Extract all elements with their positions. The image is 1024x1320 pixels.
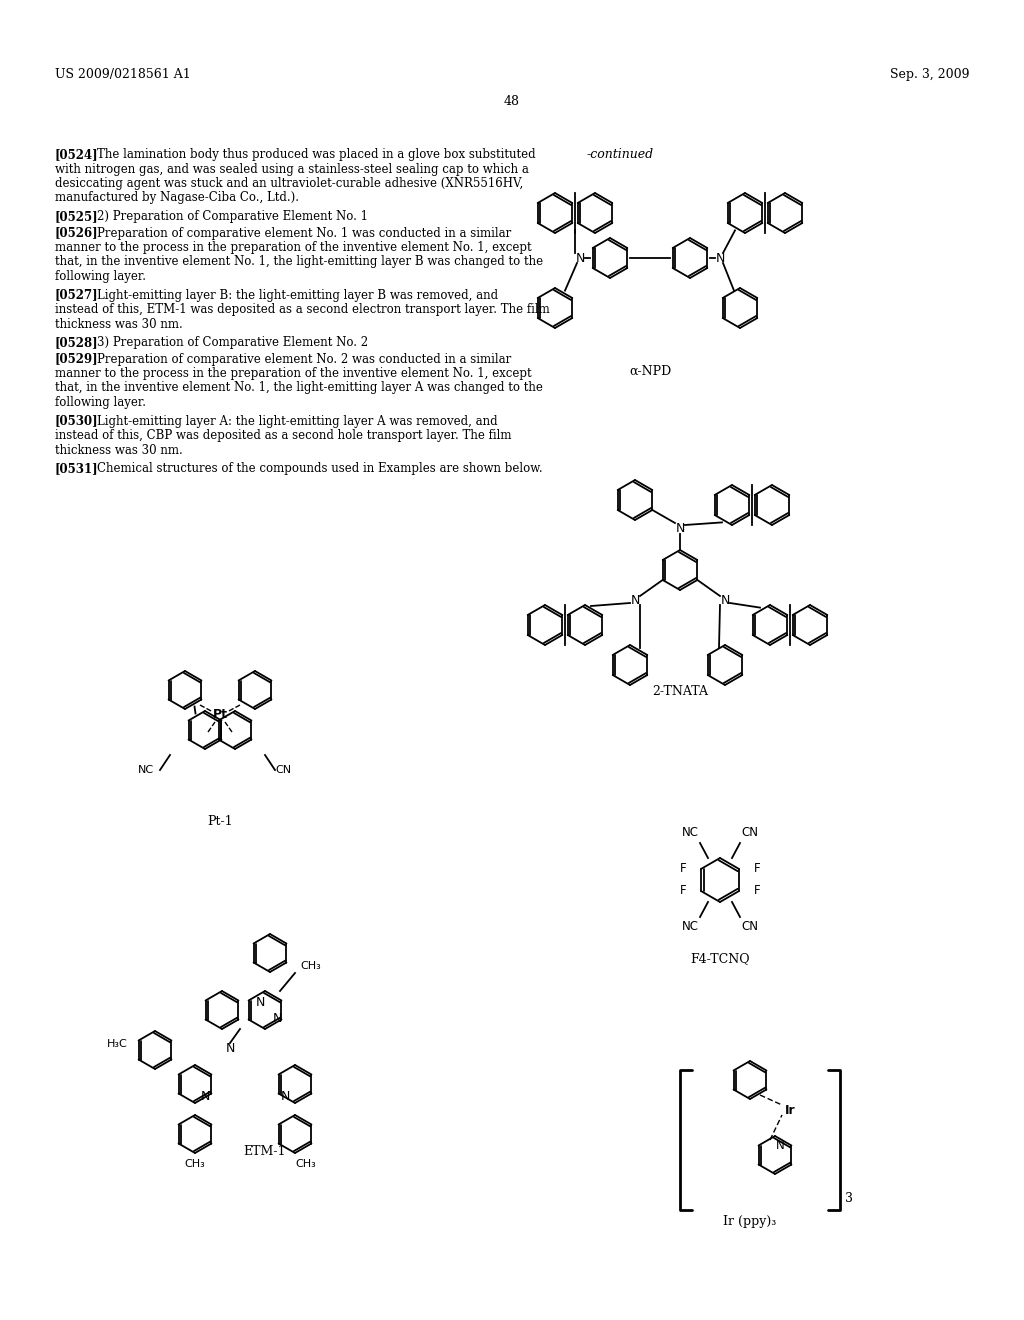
Text: N: N bbox=[272, 1011, 282, 1024]
Text: 2) Preparation of Comparative Element No. 1: 2) Preparation of Comparative Element No… bbox=[96, 210, 368, 223]
Text: with nitrogen gas, and was sealed using a stainless-steel sealing cap to which a: with nitrogen gas, and was sealed using … bbox=[55, 162, 528, 176]
Text: The lamination body thus produced was placed in a glove box substituted: The lamination body thus produced was pl… bbox=[96, 148, 536, 161]
Text: Ir: Ir bbox=[784, 1104, 796, 1117]
Text: F4-TCNQ: F4-TCNQ bbox=[690, 952, 750, 965]
Text: Preparation of comparative element No. 2 was conducted in a similar: Preparation of comparative element No. 2… bbox=[96, 352, 511, 366]
Text: that, in the inventive element No. 1, the light-emitting layer B was changed to : that, in the inventive element No. 1, th… bbox=[55, 256, 543, 268]
Text: CH₃: CH₃ bbox=[300, 961, 321, 972]
Text: Chemical structures of the compounds used in Examples are shown below.: Chemical structures of the compounds use… bbox=[96, 462, 542, 475]
Text: [0528]: [0528] bbox=[55, 337, 98, 348]
Text: ETM-1: ETM-1 bbox=[244, 1144, 287, 1158]
Text: NC: NC bbox=[682, 920, 698, 933]
Text: N: N bbox=[631, 594, 640, 606]
Text: CH₃: CH₃ bbox=[184, 1159, 206, 1170]
Text: thickness was 30 nm.: thickness was 30 nm. bbox=[55, 444, 182, 457]
Text: N: N bbox=[776, 1139, 785, 1152]
Text: Light-emitting layer A: the light-emitting layer A was removed, and: Light-emitting layer A: the light-emitti… bbox=[96, 414, 497, 428]
Text: that, in the inventive element No. 1, the light-emitting layer A was changed to : that, in the inventive element No. 1, th… bbox=[55, 381, 543, 395]
Text: N: N bbox=[281, 1090, 290, 1104]
Text: thickness was 30 nm.: thickness was 30 nm. bbox=[55, 318, 182, 330]
Text: [0530]: [0530] bbox=[55, 414, 98, 428]
Text: Light-emitting layer B: the light-emitting layer B was removed, and: Light-emitting layer B: the light-emitti… bbox=[96, 289, 498, 301]
Text: Sep. 3, 2009: Sep. 3, 2009 bbox=[890, 69, 969, 81]
Text: 2-TNATA: 2-TNATA bbox=[652, 685, 708, 698]
Text: instead of this, CBP was deposited as a second hole transport layer. The film: instead of this, CBP was deposited as a … bbox=[55, 429, 512, 442]
Text: instead of this, ETM-1 was deposited as a second electron transport layer. The f: instead of this, ETM-1 was deposited as … bbox=[55, 304, 550, 315]
Text: Ir (ppy)₃: Ir (ppy)₃ bbox=[723, 1214, 776, 1228]
Text: manner to the process in the preparation of the inventive element No. 1, except: manner to the process in the preparation… bbox=[55, 242, 531, 253]
Text: following layer.: following layer. bbox=[55, 396, 146, 409]
Text: N: N bbox=[201, 1090, 210, 1104]
Text: 48: 48 bbox=[504, 95, 520, 108]
Text: [0526]: [0526] bbox=[55, 227, 98, 239]
Text: Preparation of comparative element No. 1 was conducted in a similar: Preparation of comparative element No. 1… bbox=[96, 227, 511, 239]
Text: Pt-1: Pt-1 bbox=[207, 814, 232, 828]
Text: manner to the process in the preparation of the inventive element No. 1, except: manner to the process in the preparation… bbox=[55, 367, 531, 380]
Text: following layer.: following layer. bbox=[55, 271, 146, 282]
Text: α-NPD: α-NPD bbox=[629, 366, 671, 378]
Text: [0531]: [0531] bbox=[55, 462, 98, 475]
Text: F: F bbox=[680, 862, 686, 875]
Text: Pt: Pt bbox=[213, 709, 227, 722]
Text: CH₃: CH₃ bbox=[295, 1159, 315, 1170]
Text: N: N bbox=[255, 995, 264, 1008]
Text: -continued: -continued bbox=[587, 148, 653, 161]
Text: N: N bbox=[675, 521, 685, 535]
Text: N: N bbox=[720, 594, 730, 606]
Text: NC: NC bbox=[138, 766, 155, 775]
Text: [0529]: [0529] bbox=[55, 352, 98, 366]
Text: F: F bbox=[680, 884, 686, 898]
Text: CN: CN bbox=[741, 920, 759, 933]
Text: CN: CN bbox=[741, 826, 759, 840]
Text: [0527]: [0527] bbox=[55, 289, 98, 301]
Text: F: F bbox=[754, 862, 760, 875]
Text: CN: CN bbox=[275, 766, 291, 775]
Text: 3: 3 bbox=[845, 1192, 853, 1205]
Text: 3) Preparation of Comparative Element No. 2: 3) Preparation of Comparative Element No… bbox=[96, 337, 368, 348]
Text: N: N bbox=[575, 252, 585, 264]
Text: NC: NC bbox=[682, 826, 698, 840]
Text: desiccating agent was stuck and an ultraviolet-curable adhesive (XNR5516HV,: desiccating agent was stuck and an ultra… bbox=[55, 177, 523, 190]
Text: H₃C: H₃C bbox=[108, 1039, 128, 1049]
Text: [0525]: [0525] bbox=[55, 210, 98, 223]
Text: N: N bbox=[225, 1043, 234, 1056]
Text: N: N bbox=[716, 252, 725, 264]
Text: F: F bbox=[754, 884, 760, 898]
Text: manufactured by Nagase-Ciba Co., Ltd.).: manufactured by Nagase-Ciba Co., Ltd.). bbox=[55, 191, 299, 205]
Text: US 2009/0218561 A1: US 2009/0218561 A1 bbox=[55, 69, 190, 81]
Text: [0524]: [0524] bbox=[55, 148, 98, 161]
